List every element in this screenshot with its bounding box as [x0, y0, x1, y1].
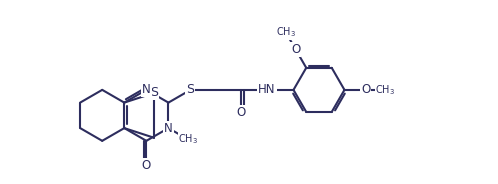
Text: S: S: [186, 83, 195, 96]
Text: N: N: [142, 83, 151, 96]
Text: CH$_3$: CH$_3$: [375, 83, 395, 97]
Text: S: S: [150, 86, 158, 100]
Text: CH$_3$: CH$_3$: [276, 26, 296, 39]
Text: O: O: [361, 83, 371, 96]
Text: O: O: [237, 106, 246, 119]
Text: N: N: [164, 122, 173, 135]
Text: O: O: [291, 43, 300, 56]
Text: CH$_3$: CH$_3$: [178, 133, 198, 146]
Text: O: O: [142, 159, 151, 172]
Text: HN: HN: [258, 83, 276, 96]
